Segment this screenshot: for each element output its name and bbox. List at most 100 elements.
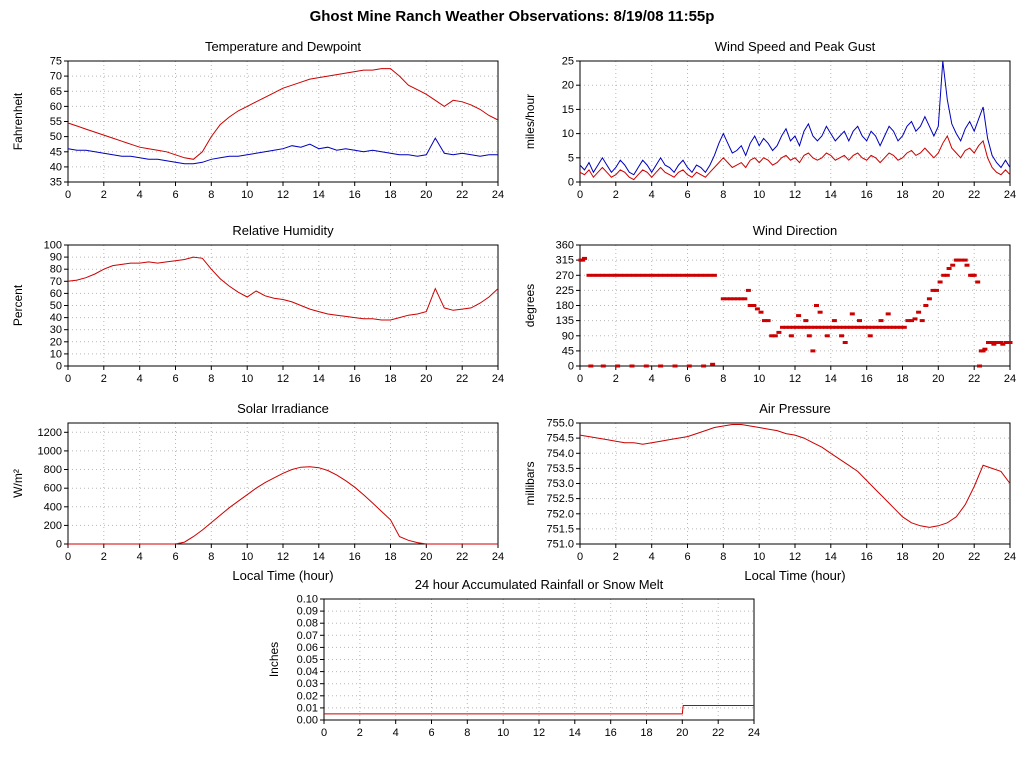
svg-text:16: 16 (605, 727, 617, 739)
svg-text:600: 600 (44, 483, 62, 495)
svg-text:4: 4 (137, 189, 143, 201)
svg-text:135: 135 (556, 315, 574, 327)
svg-text:1000: 1000 (38, 445, 62, 457)
svg-text:W/m²: W/m² (11, 469, 25, 498)
svg-text:12: 12 (533, 727, 545, 739)
svg-text:16: 16 (861, 551, 873, 563)
svg-text:16: 16 (861, 373, 873, 385)
svg-text:6: 6 (172, 551, 178, 563)
svg-text:0: 0 (65, 373, 71, 385)
svg-text:0: 0 (577, 373, 583, 385)
solar-irradiance-plot: 0 2 4 6 8 10 12 14 16 18 20 22 24 0 200 400 600 800 1000 12… (6, 418, 506, 586)
svg-text:8: 8 (720, 189, 726, 201)
svg-text:50: 50 (50, 300, 62, 312)
chart-rainfall: 24 hour Accumulated Rainfall or Snow Mel… (262, 576, 762, 742)
svg-text:24: 24 (492, 189, 504, 201)
svg-text:22: 22 (456, 373, 468, 385)
chart-title-relative-humidity: Relative Humidity (232, 223, 334, 238)
svg-text:8: 8 (720, 373, 726, 385)
svg-text:0.02: 0.02 (297, 690, 318, 702)
svg-text:60: 60 (50, 288, 62, 300)
chart-title-wind-direction: Wind Direction (752, 223, 838, 238)
temperature-dewpoint-plot: 0 2 4 6 8 10 12 14 16 18 20 22 24 35 40 45 50 55 60 65 70 75 F… (6, 56, 506, 204)
svg-text:10: 10 (241, 551, 253, 563)
svg-text:70: 70 (50, 71, 62, 83)
svg-text:0.07: 0.07 (297, 630, 318, 642)
svg-text:70: 70 (50, 276, 62, 288)
svg-text:10: 10 (241, 373, 253, 385)
svg-text:Percent: Percent (11, 284, 25, 326)
svg-text:0: 0 (65, 551, 71, 563)
svg-text:10: 10 (753, 551, 765, 563)
svg-text:20: 20 (932, 189, 944, 201)
svg-text:0: 0 (56, 361, 62, 373)
svg-text:400: 400 (44, 501, 62, 513)
svg-text:22: 22 (968, 551, 980, 563)
svg-text:4: 4 (393, 727, 399, 739)
page-title: Ghost Mine Ranch Weather Observations: 8… (309, 8, 715, 25)
svg-text:24: 24 (1004, 373, 1016, 385)
svg-text:4: 4 (137, 373, 143, 385)
svg-text:18: 18 (640, 727, 652, 739)
relative-humidity-plot: 0 2 4 6 8 10 12 14 16 18 20 22 24 0 10 20 30 40 50 60 70 80 90… (6, 240, 506, 388)
svg-text:16: 16 (861, 189, 873, 201)
svg-text:225: 225 (556, 285, 574, 297)
svg-text:6: 6 (172, 373, 178, 385)
svg-text:90: 90 (562, 330, 574, 342)
svg-text:18: 18 (384, 189, 396, 201)
svg-text:0.00: 0.00 (297, 715, 318, 727)
svg-text:16: 16 (349, 551, 361, 563)
svg-text:12: 12 (277, 189, 289, 201)
svg-text:1200: 1200 (38, 427, 62, 439)
svg-text:miles/hour: miles/hour (523, 94, 537, 149)
svg-text:Local Time (hour): Local Time (hour) (744, 568, 845, 583)
svg-text:75: 75 (50, 56, 62, 68)
wind-speed-gust-plot: 0 2 4 6 8 10 12 14 16 18 20 22 24 0 5 10 15 20 25 miles/hou… (518, 56, 1018, 204)
svg-text:22: 22 (968, 373, 980, 385)
rainfall-plot: 0 2 4 6 8 10 12 14 16 18 20 22 24 0.00 0.01 0.02 0.03 0.0… (262, 594, 762, 742)
svg-text:180: 180 (556, 300, 574, 312)
svg-text:65: 65 (50, 86, 62, 98)
svg-text:12: 12 (789, 373, 801, 385)
svg-text:10: 10 (50, 348, 62, 360)
svg-text:754.5: 754.5 (546, 433, 574, 445)
svg-text:0: 0 (568, 361, 574, 373)
svg-text:10: 10 (562, 128, 574, 140)
svg-text:2: 2 (613, 551, 619, 563)
svg-text:22: 22 (968, 189, 980, 201)
svg-text:30: 30 (50, 324, 62, 336)
svg-text:0.09: 0.09 (297, 606, 318, 618)
chart-title-solar-irradiance: Solar Irradiance (237, 401, 329, 416)
svg-text:24: 24 (748, 727, 760, 739)
svg-text:0.01: 0.01 (297, 702, 318, 714)
svg-text:0: 0 (568, 177, 574, 189)
svg-text:24: 24 (1004, 551, 1016, 563)
svg-text:2: 2 (613, 189, 619, 201)
svg-text:0.05: 0.05 (297, 654, 318, 666)
air-pressure-plot: 0 2 4 6 8 10 12 14 16 18 20 22 24 751.0 751.5 752.0 752.… (518, 418, 1018, 586)
svg-text:15: 15 (562, 104, 574, 116)
svg-text:50: 50 (50, 131, 62, 143)
svg-text:24: 24 (492, 373, 504, 385)
svg-text:100: 100 (44, 240, 62, 252)
svg-text:18: 18 (896, 551, 908, 563)
svg-text:0: 0 (577, 551, 583, 563)
svg-text:2: 2 (101, 551, 107, 563)
svg-text:4: 4 (137, 551, 143, 563)
svg-text:10: 10 (497, 727, 509, 739)
svg-text:800: 800 (44, 464, 62, 476)
svg-text:18: 18 (896, 373, 908, 385)
svg-text:14: 14 (313, 373, 325, 385)
svg-text:18: 18 (384, 373, 396, 385)
chart-temperature-dewpoint: Temperature and Dewpoint 0 2 4 6 8 10 12 14 16 18… (6, 38, 506, 204)
svg-text:60: 60 (50, 101, 62, 113)
svg-text:5: 5 (568, 152, 574, 164)
chart-relative-humidity: Relative Humidity 0 2 4 6 8 10 12 14 16 18 20 22 24 0… (6, 222, 506, 388)
svg-text:753.5: 753.5 (546, 463, 574, 475)
svg-text:14: 14 (825, 189, 837, 201)
svg-text:12: 12 (277, 551, 289, 563)
svg-text:2: 2 (357, 727, 363, 739)
svg-text:6: 6 (428, 727, 434, 739)
svg-text:754.0: 754.0 (546, 448, 574, 460)
svg-text:14: 14 (825, 551, 837, 563)
